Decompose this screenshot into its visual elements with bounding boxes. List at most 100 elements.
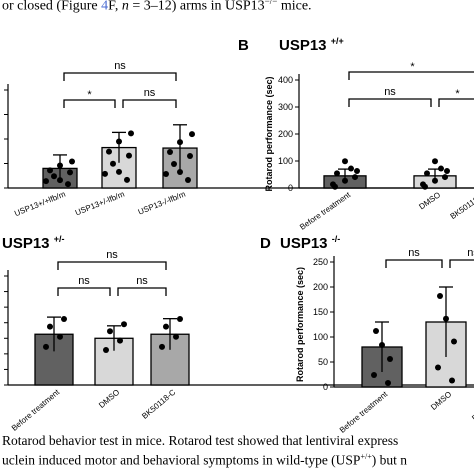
panel-letter-b: B xyxy=(238,37,249,54)
caption-bottom-line1: Rotarod behavior test in mice. Rotarod t… xyxy=(2,433,399,448)
caption-top-rest: = 3–12) arms in USP13 xyxy=(128,0,265,14)
data-point xyxy=(438,165,444,172)
data-point xyxy=(444,167,450,174)
data-point xyxy=(124,176,130,183)
category-label: DMSO xyxy=(429,390,453,412)
caption-bottom-line2-a: uclein induced motor and behavioral symp… xyxy=(2,452,361,468)
significance-bracket xyxy=(348,98,432,107)
data-point xyxy=(342,158,348,165)
data-point xyxy=(185,177,191,184)
data-point xyxy=(373,328,379,334)
significance-bracket xyxy=(63,99,116,108)
y-tick-label: 150 xyxy=(313,307,328,317)
category-label: BK50118-C xyxy=(140,387,177,420)
data-point xyxy=(57,177,63,184)
panel-title-gene: USP13 xyxy=(279,37,331,54)
data-point xyxy=(61,316,67,323)
data-point xyxy=(65,181,71,188)
y-tick-label: 200 xyxy=(313,282,328,292)
category-label: Before treatment xyxy=(10,387,62,433)
data-point xyxy=(51,173,57,180)
y-tick-label: 200 xyxy=(278,129,293,139)
category-label: DMSO xyxy=(97,388,121,410)
category-label: USP13-/-lfb/m xyxy=(137,189,187,216)
data-point xyxy=(371,372,377,378)
data-point xyxy=(116,168,122,175)
data-point xyxy=(43,178,49,185)
data-point xyxy=(128,130,134,137)
data-point xyxy=(177,139,183,146)
y-tick-label: 300 xyxy=(278,102,293,112)
significance-bracket xyxy=(117,287,167,296)
panel-title-genotype: +/+ xyxy=(331,36,344,46)
y-axis-label: Rotarod performance (sec) xyxy=(264,76,274,191)
significance-bracket xyxy=(385,259,443,268)
significance-label: ns xyxy=(78,275,90,287)
y-tick-label: 50 xyxy=(318,357,328,367)
data-point xyxy=(387,356,393,362)
data-point xyxy=(110,160,116,167)
data-point xyxy=(379,342,385,348)
panel-title-gene: USP13 xyxy=(2,235,54,252)
data-point xyxy=(67,169,73,176)
panel-title-genotype: +/- xyxy=(54,234,65,244)
data-point xyxy=(121,321,127,328)
data-point xyxy=(424,170,430,177)
data-point xyxy=(177,316,183,323)
data-point xyxy=(348,165,354,172)
data-point xyxy=(385,380,391,386)
caption-top-prefix: or closed (Figure xyxy=(2,0,102,14)
data-point xyxy=(422,183,428,190)
panel-c: USP13 +/- Before treatment DMSO BK50118-C ns… xyxy=(2,234,474,433)
data-point xyxy=(47,323,53,330)
data-point xyxy=(354,167,360,174)
y-tick-label: 250 xyxy=(313,257,328,267)
significance-bracket xyxy=(57,287,111,296)
data-point xyxy=(117,337,123,344)
significance-label: * xyxy=(455,88,460,100)
data-point xyxy=(126,152,132,159)
caption-bottom-line2-sup: +/+ xyxy=(360,452,372,461)
data-point xyxy=(432,158,438,165)
data-point xyxy=(167,149,173,156)
significance-label: ns xyxy=(114,60,126,72)
significance-label: ns xyxy=(144,87,156,99)
panel-a: USP13+/+lfb/m USP13+/-lfb/m USP13-/-lfb/m n… xyxy=(4,60,474,218)
data-point xyxy=(451,338,457,345)
data-point xyxy=(116,138,122,145)
data-point xyxy=(352,174,358,181)
y-axis-label: Rotarod performance (sec) xyxy=(295,267,305,382)
data-point xyxy=(435,364,441,371)
data-point xyxy=(334,170,340,177)
data-point xyxy=(159,343,165,350)
significance-label: ns xyxy=(106,249,118,261)
data-point xyxy=(69,158,75,165)
y-tick-label: 400 xyxy=(278,75,293,85)
y-tick-label: 100 xyxy=(313,332,328,342)
data-point xyxy=(332,183,338,190)
category-label: Before treatment xyxy=(338,389,390,435)
data-point xyxy=(342,177,348,184)
data-point xyxy=(437,293,443,299)
significance-bracket xyxy=(63,72,177,81)
significance-bracket xyxy=(348,71,474,80)
significance-label: ns xyxy=(136,275,148,287)
y-tick-label: 0 xyxy=(288,183,293,193)
data-point xyxy=(443,315,449,322)
significance-bracket xyxy=(438,98,474,107)
significance-bracket xyxy=(57,261,167,270)
data-point xyxy=(57,333,63,340)
panel-title-b: USP13 +/+ xyxy=(279,36,344,54)
data-point xyxy=(163,171,169,178)
caption-bottom-line2-b: ) but n xyxy=(371,452,407,468)
data-point xyxy=(47,167,53,174)
data-point xyxy=(57,162,63,169)
data-point xyxy=(43,343,49,350)
caption-bottom-line2: uclein induced motor and behavioral symp… xyxy=(2,452,407,469)
category-label: BK50118-C xyxy=(449,190,474,221)
data-point xyxy=(442,174,448,181)
panel-letter-d: D xyxy=(260,235,271,252)
category-label: BK50118-C xyxy=(470,389,474,422)
data-point xyxy=(102,170,108,177)
